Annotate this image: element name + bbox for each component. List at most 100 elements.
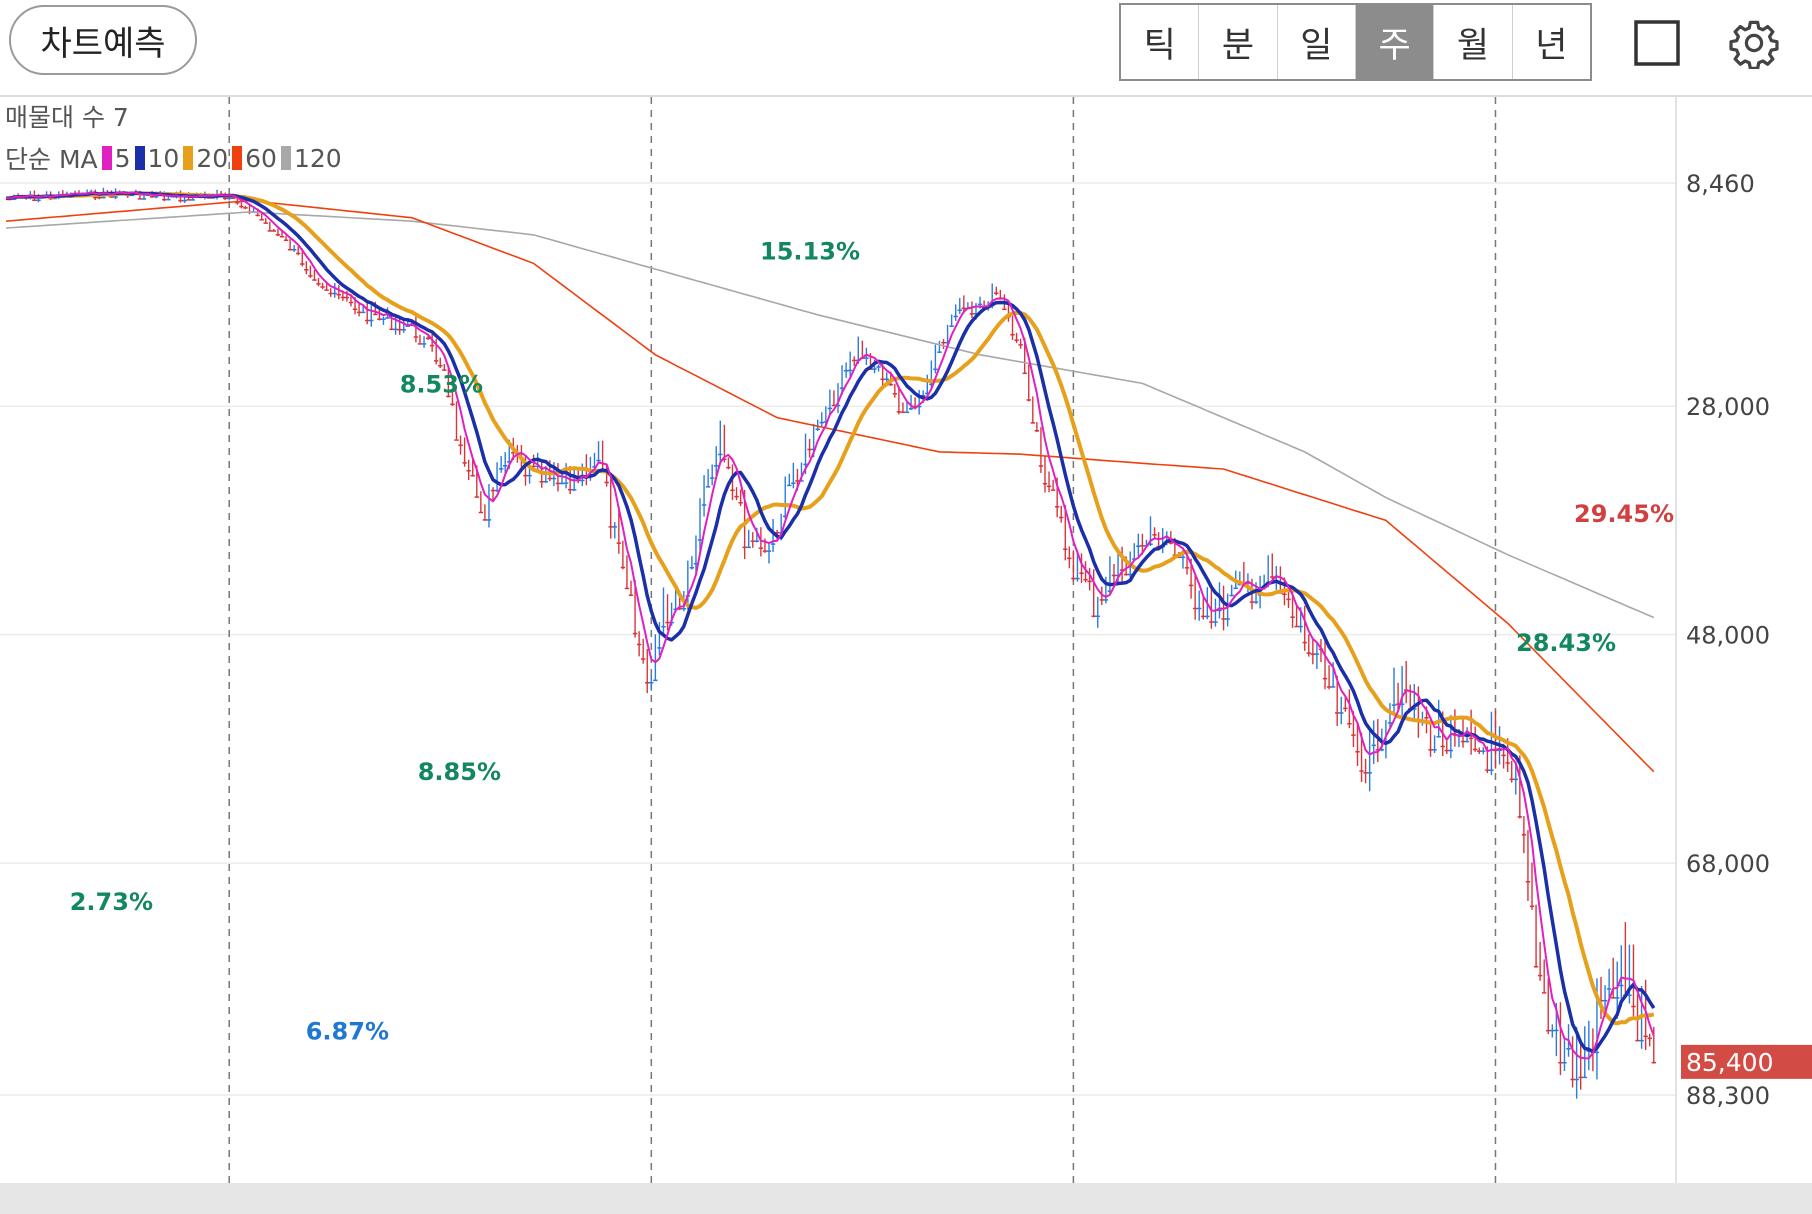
candle-body [900, 411, 906, 414]
candle-body [531, 465, 536, 468]
candle-body [267, 230, 273, 232]
chart-predict-button[interactable]: 차트예측 [9, 5, 197, 75]
ma-legend-swatch [280, 146, 291, 170]
candle-body [1444, 749, 1449, 752]
candle-body [677, 607, 682, 610]
ma-legend-title: 단순 MA [5, 145, 98, 174]
candle-body [97, 196, 102, 199]
period-tab-4[interactable]: 월 [1434, 5, 1513, 79]
candle-body [649, 682, 654, 684]
candle-body [1229, 594, 1234, 597]
candle-body [738, 501, 743, 504]
candle-body [385, 317, 390, 319]
gear-icon[interactable] [1728, 17, 1780, 70]
candle-body [937, 351, 942, 353]
candle-body [186, 199, 191, 201]
candle-body [1026, 399, 1031, 401]
candle-body [1639, 1039, 1644, 1042]
candle-body [1554, 1029, 1559, 1032]
candle-body [693, 562, 699, 565]
candle-body [571, 488, 577, 491]
candle-body [328, 292, 333, 295]
candle-body [803, 463, 808, 466]
candle-body [770, 543, 776, 545]
candle-body [831, 404, 837, 407]
candle-body [977, 303, 983, 306]
candle-body [503, 464, 508, 467]
candle-body [551, 477, 557, 480]
candle-body [1197, 607, 1202, 610]
candle-body [640, 658, 646, 660]
candle-body [1509, 778, 1514, 781]
candle-body [300, 263, 305, 265]
ma-legend: 단순 MA 5 10 20 60 120 [5, 140, 342, 176]
candle-body [498, 468, 504, 470]
candle-body [1468, 737, 1474, 740]
ma20-line [5, 191, 1655, 1026]
candle-body [596, 459, 601, 462]
volume-profile-pct-label: 15.13% [760, 238, 860, 266]
period-tab-1[interactable]: 분 [1199, 5, 1278, 79]
ma60-line [5, 199, 1655, 773]
period-tab-5[interactable]: 년 [1535, 25, 1568, 66]
candle-body [425, 337, 431, 340]
candle-body [1176, 556, 1182, 559]
period-tab-2[interactable]: 일 [1278, 5, 1356, 79]
candle-body [774, 532, 780, 534]
candle-body [291, 249, 297, 251]
candle-body [969, 313, 975, 315]
candle-body [1140, 545, 1145, 547]
candle-body [1083, 578, 1088, 581]
candle-body [1002, 308, 1007, 311]
candle-body [941, 341, 946, 344]
candle-body [742, 546, 747, 549]
candle-body [1574, 1078, 1579, 1081]
candle-body [222, 197, 228, 200]
candle-body [1079, 572, 1084, 574]
candle-body [1010, 334, 1015, 336]
candle-body [945, 341, 950, 344]
candle-body [93, 196, 98, 199]
period-tab-3[interactable]: 주 [1355, 5, 1435, 79]
fullscreen-square-icon[interactable] [1633, 19, 1681, 67]
candle-body [1578, 1076, 1583, 1079]
candle-body [1635, 1039, 1640, 1042]
candle-body [624, 587, 630, 590]
candle-body [726, 466, 731, 469]
candle-body [1217, 609, 1222, 612]
candle-body [32, 199, 37, 202]
candle-body [365, 319, 370, 322]
candle-body [166, 198, 171, 201]
period-tab-0[interactable]: 틱 [1121, 5, 1200, 79]
candle-body [231, 197, 236, 200]
candle-body [697, 539, 703, 541]
candle-body [377, 318, 382, 320]
candle-body [210, 197, 216, 199]
candle-body [1513, 778, 1518, 781]
candle-body [1018, 344, 1023, 346]
candle-body [462, 462, 467, 464]
candle-body [1022, 372, 1027, 375]
candle-body [661, 625, 666, 628]
candle-body [1107, 590, 1113, 592]
candle-body [916, 405, 922, 408]
candle-body [795, 480, 800, 482]
candle-body [892, 392, 898, 395]
candle-body [1213, 621, 1218, 623]
candle-body [953, 315, 958, 318]
candle-body [1286, 598, 1291, 601]
candle-body [1221, 618, 1226, 620]
candle-body [1050, 489, 1056, 491]
candle-body [429, 344, 435, 347]
candle-body [1042, 482, 1048, 485]
candle-body [604, 481, 609, 484]
candle-body [1529, 905, 1535, 908]
candle-body [239, 205, 244, 208]
candle-body [1030, 422, 1036, 424]
candle-body [397, 328, 402, 331]
candle-body [973, 313, 979, 315]
candle-body [275, 234, 281, 236]
candle-body [1119, 569, 1125, 571]
